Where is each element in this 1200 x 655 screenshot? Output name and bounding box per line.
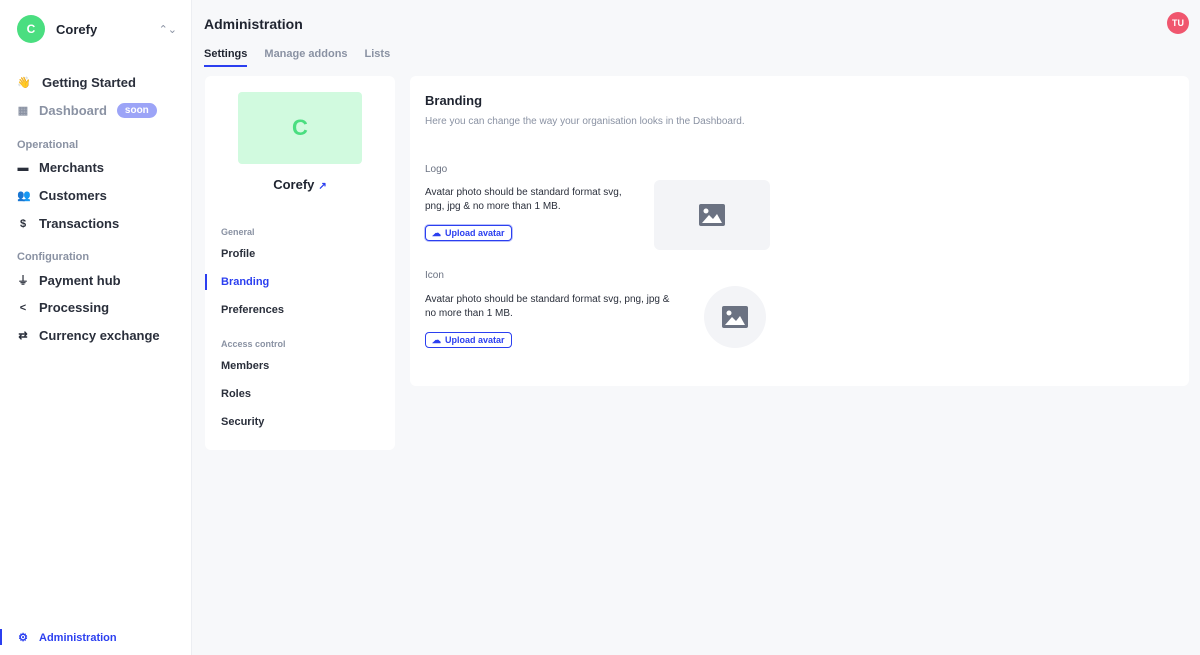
section-general: General bbox=[221, 227, 255, 237]
nav-customers[interactable]: 👥 Customers bbox=[17, 188, 107, 203]
menu-branding[interactable]: Branding bbox=[221, 276, 270, 288]
org-name: Corefy bbox=[273, 177, 315, 192]
menu-security[interactable]: Security bbox=[221, 416, 265, 428]
nav-label: Customers bbox=[39, 188, 107, 203]
nav-getting-started[interactable]: 👋 Getting Started bbox=[17, 75, 136, 90]
tab-lists[interactable]: Lists bbox=[364, 48, 391, 60]
nav-payment-hub[interactable]: ⏚ Payment hub bbox=[17, 272, 121, 288]
active-indicator bbox=[205, 274, 207, 290]
desc-line: Avatar photo should be standard format s… bbox=[425, 294, 670, 305]
logo-placeholder bbox=[654, 180, 770, 250]
exchange-icon: ⇄ bbox=[18, 330, 28, 342]
branding-card: Branding Here you can change the way you… bbox=[410, 76, 1189, 386]
desc-line: Avatar photo should be standard format s… bbox=[425, 187, 622, 198]
nav-merchants[interactable]: ▬ Merchants bbox=[17, 160, 105, 175]
org-title[interactable]: Corefy ↗ bbox=[205, 177, 395, 192]
dashboard-icon: ▦ bbox=[17, 105, 29, 117]
org-name: Corefy bbox=[56, 21, 98, 37]
nav-label: Payment hub bbox=[39, 272, 121, 288]
menu-members[interactable]: Members bbox=[221, 360, 270, 372]
org-settings-card: C Corefy ↗ General Profile Branding Prefe… bbox=[205, 76, 395, 450]
page-title: Administration bbox=[204, 16, 303, 32]
nav-label: Merchants bbox=[39, 160, 105, 175]
desc-line: png, jpg & no more than 1 MB. bbox=[425, 200, 561, 212]
nav-administration[interactable]: ⚙ Administration bbox=[17, 631, 117, 645]
upload-logo-button[interactable]: ☁ Upload avatar bbox=[425, 225, 512, 241]
image-icon bbox=[722, 306, 748, 328]
user-avatar[interactable]: TU bbox=[1167, 12, 1189, 34]
branding-subtitle: Here you can change the way your organis… bbox=[425, 116, 745, 127]
menu-profile[interactable]: Profile bbox=[221, 248, 256, 260]
nav-dashboard[interactable]: ▦ Dashboard soon bbox=[17, 103, 157, 118]
org-switcher[interactable]: C Corefy ⌃⌄ bbox=[17, 15, 177, 43]
share-nodes-icon: < bbox=[19, 301, 27, 314]
chevron-up-down-icon: ⌃⌄ bbox=[158, 23, 177, 36]
icon-placeholder bbox=[704, 286, 766, 348]
nav-transactions[interactable]: $ Transactions bbox=[17, 216, 119, 231]
org-avatar: C bbox=[17, 15, 45, 43]
branding-title: Branding bbox=[425, 93, 483, 108]
nav-label: Currency exchange bbox=[39, 328, 160, 343]
nav-currency-exchange[interactable]: ⇄ Currency exchange bbox=[17, 328, 160, 343]
icon-description: Avatar photo should be standard format s… bbox=[425, 293, 669, 320]
menu-roles[interactable]: Roles bbox=[221, 388, 251, 400]
waving-hand-icon: 👋 bbox=[17, 77, 31, 89]
nav-label: Transactions bbox=[39, 216, 120, 231]
soon-badge: soon bbox=[116, 103, 157, 118]
external-link-icon[interactable]: ↗ bbox=[318, 181, 327, 192]
cloud-upload-icon: ☁ bbox=[432, 227, 441, 238]
section-access-control: Access control bbox=[221, 339, 286, 349]
nav-processing[interactable]: < Processing bbox=[17, 300, 109, 315]
active-indicator bbox=[0, 629, 2, 645]
users-icon: 👥 bbox=[17, 190, 31, 202]
logo-label: Logo bbox=[425, 164, 448, 175]
tabs: Settings Manage addons Lists bbox=[204, 48, 390, 67]
nav-label: Administration bbox=[39, 631, 117, 644]
image-icon bbox=[699, 204, 725, 226]
dollar-icon: $ bbox=[19, 217, 27, 230]
org-avatar-large: C bbox=[238, 92, 362, 164]
tab-manage-addons[interactable]: Manage addons bbox=[264, 48, 348, 60]
nav-label: Processing bbox=[39, 300, 110, 315]
upload-icon-button[interactable]: ☁ Upload avatar bbox=[425, 332, 512, 348]
section-operational: Operational bbox=[17, 139, 79, 151]
cloud-upload-icon: ☁ bbox=[432, 334, 441, 345]
nav-label: Dashboard bbox=[39, 103, 107, 118]
plug-icon: ⏚ bbox=[17, 275, 29, 287]
sidebar: C Corefy ⌃⌄ 👋 Getting Started ▦ Dashboard s… bbox=[0, 0, 192, 655]
logo-description: Avatar photo should be standard format s… bbox=[425, 186, 622, 213]
icon-label: Icon bbox=[425, 270, 444, 281]
section-configuration: Configuration bbox=[17, 251, 90, 263]
button-label: Upload avatar bbox=[445, 228, 505, 238]
gear-icon: ⚙ bbox=[18, 632, 28, 644]
tab-settings[interactable]: Settings bbox=[204, 48, 248, 67]
store-icon: ▬ bbox=[17, 161, 29, 174]
menu-preferences[interactable]: Preferences bbox=[221, 304, 284, 316]
nav-label: Getting Started bbox=[42, 75, 136, 90]
desc-line: no more than 1 MB. bbox=[425, 307, 513, 319]
button-label: Upload avatar bbox=[445, 335, 505, 345]
